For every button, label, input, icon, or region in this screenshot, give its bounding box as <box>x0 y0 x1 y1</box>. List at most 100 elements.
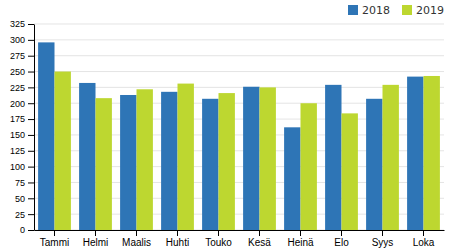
bar <box>219 93 235 230</box>
legend-swatch <box>402 5 412 15</box>
y-tick-label: 50 <box>15 194 25 204</box>
y-tick-mark <box>28 119 34 120</box>
x-tick: Syys <box>372 230 394 248</box>
x-tick-mark <box>341 230 342 236</box>
y-tick-label: 125 <box>10 146 25 156</box>
x-axis: Tammi Helmi Maalis Huhti Touko Kesä Heinä Elo Sy… <box>35 230 445 248</box>
x-tick-mark <box>259 230 260 236</box>
y-axis-line <box>34 25 35 231</box>
y-tick-mark <box>28 56 34 57</box>
x-tick-label: Heinä <box>287 237 314 248</box>
x-tick-mark <box>218 230 219 236</box>
grid-line <box>34 71 444 72</box>
y-tick-label: 75 <box>15 178 25 188</box>
y-tick: 200 <box>10 99 34 109</box>
bar <box>137 89 153 230</box>
x-tick: Loka <box>413 230 435 248</box>
bar <box>243 87 259 230</box>
bar <box>79 83 95 230</box>
x-tick: Touko <box>205 230 232 248</box>
y-tick-mark <box>28 40 34 41</box>
bar <box>383 85 399 230</box>
x-tick: Elo <box>334 230 349 248</box>
grid <box>34 24 444 230</box>
x-tick-label: Elo <box>334 237 349 248</box>
y-tick: 325 <box>10 19 34 29</box>
y-tick-mark <box>28 135 34 136</box>
x-tick-label: Kesä <box>248 237 271 248</box>
y-tick-mark <box>28 103 34 104</box>
y-tick: 50 <box>15 194 34 204</box>
plot: 0 25 50 75 100 125 150 175 200 225 250 275 300 325 Tam… <box>10 19 445 248</box>
y-tick-mark <box>28 198 34 199</box>
x-tick-label: Loka <box>413 237 435 248</box>
y-tick: 150 <box>10 130 34 140</box>
x-tick-mark <box>423 230 424 236</box>
y-tick-label: 325 <box>10 19 25 29</box>
bar <box>284 127 300 230</box>
bar <box>161 92 177 230</box>
y-tick-label: 150 <box>10 130 25 140</box>
y-tick-mark <box>28 87 34 88</box>
y-tick-mark <box>28 24 34 25</box>
y-tick-label: 0 <box>20 225 25 235</box>
bar <box>96 98 112 230</box>
x-tick-mark <box>382 230 383 236</box>
y-tick-label: 275 <box>10 51 25 61</box>
x-tick-mark <box>300 230 301 236</box>
y-tick-label: 200 <box>10 99 25 109</box>
bar <box>366 99 382 230</box>
y-tick-mark <box>28 230 34 231</box>
y-tick-label: 225 <box>10 83 25 93</box>
bar <box>120 95 136 230</box>
y-tick: 75 <box>15 178 34 188</box>
bar <box>55 72 71 230</box>
x-tick-label: Tammi <box>40 237 69 248</box>
x-tick-label: Maalis <box>122 237 151 248</box>
bars <box>38 42 440 230</box>
x-tick-mark <box>95 230 96 236</box>
x-tick: Kesä <box>248 230 271 248</box>
x-tick-mark <box>177 230 178 236</box>
y-tick-label: 250 <box>10 67 25 77</box>
x-tick-label: Syys <box>372 237 394 248</box>
y-tick: 300 <box>10 35 34 45</box>
y-tick-label: 300 <box>10 35 25 45</box>
x-tick-label: Helmi <box>83 237 109 248</box>
bar <box>38 42 54 230</box>
legend-label: 2018 <box>362 4 390 17</box>
bar <box>325 85 341 230</box>
y-tick: 250 <box>10 67 34 77</box>
x-tick: Maalis <box>122 230 151 248</box>
legend: 2018 2019 <box>348 4 444 17</box>
y-tick: 125 <box>10 146 34 156</box>
x-tick-mark <box>136 230 137 236</box>
y-tick: 0 <box>20 225 34 235</box>
y-tick-mark <box>28 214 34 215</box>
x-tick: Tammi <box>40 230 69 248</box>
bar-series <box>38 42 423 230</box>
y-tick-mark <box>28 72 34 73</box>
legend-swatch <box>348 5 358 15</box>
x-tick: Huhti <box>166 230 189 248</box>
y-tick-label: 100 <box>10 162 25 172</box>
legend-item: 2019 <box>402 4 444 17</box>
y-tick-label: 25 <box>15 210 25 220</box>
y-tick-label: 175 <box>10 114 25 124</box>
x-tick-label: Huhti <box>166 237 189 248</box>
bar <box>407 77 423 230</box>
bar <box>202 99 218 230</box>
y-axis: 0 25 50 75 100 125 150 175 200 225 250 275 300 325 <box>10 19 35 235</box>
bar <box>342 113 358 230</box>
bar-series <box>55 72 440 230</box>
y-tick: 25 <box>15 210 34 220</box>
bar <box>424 76 440 230</box>
y-tick: 175 <box>10 114 34 124</box>
y-tick: 275 <box>10 51 34 61</box>
legend-label: 2019 <box>416 4 444 17</box>
y-tick-mark <box>28 151 34 152</box>
legend-item: 2018 <box>348 4 390 17</box>
x-tick-mark <box>54 230 55 236</box>
grid-line <box>34 39 444 40</box>
bar <box>178 84 194 230</box>
